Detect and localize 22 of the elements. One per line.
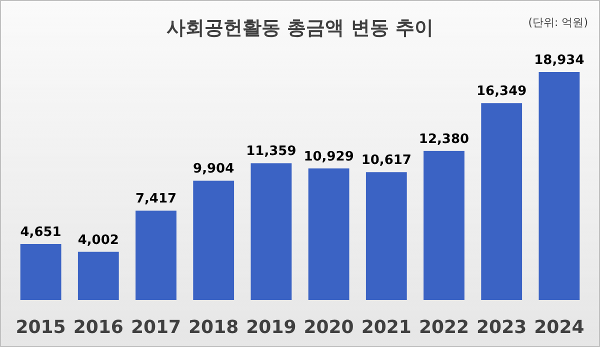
category: 2016	[73, 317, 124, 338]
data-label: 10,617	[361, 153, 412, 168]
category: 2018	[188, 317, 239, 338]
category: 2019	[246, 317, 296, 338]
data-label: 4,002	[78, 232, 119, 248]
data-label: 18,934	[534, 53, 584, 68]
category: 2022	[418, 317, 470, 338]
title: 사회공헌활동 총금액 변동 추이	[166, 17, 434, 39]
data-label: 12,380	[418, 132, 470, 147]
data-label: 16,349	[476, 84, 527, 100]
annotation: (단위: 억원)	[528, 16, 588, 29]
category: 2023	[476, 317, 527, 338]
category: 2024	[534, 317, 584, 338]
data-label: 11,359	[246, 144, 296, 160]
data-label: 7,417	[135, 192, 177, 207]
category: 2017	[130, 317, 182, 338]
data-label: 10,929	[304, 149, 354, 164]
category: 2021	[361, 317, 412, 338]
category: 2015	[16, 317, 66, 338]
data-label: 9,904	[193, 162, 234, 177]
data-label: 4,651	[20, 225, 62, 240]
category: 2020	[304, 317, 354, 338]
